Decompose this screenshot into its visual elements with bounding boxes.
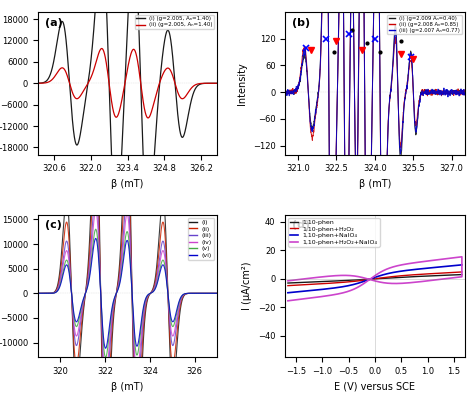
Line: 1,10-phen+H₂O₂+NaIO₄: 1,10-phen+H₂O₂+NaIO₄ bbox=[288, 257, 462, 301]
1,10-phen+NaIO₄ bbox=[421, 266, 427, 271]
1,10-phen+H₂O₂+NaIO₄ bbox=[285, 299, 291, 303]
1,10-phen bbox=[303, 280, 309, 285]
Y-axis label: Intensity: Intensity bbox=[237, 62, 247, 105]
1,10-phen+H₂O₂+NaIO₄ bbox=[285, 278, 291, 283]
Line: 1,10-phen: 1,10-phen bbox=[288, 275, 462, 283]
1,10-phen+H₂O₂ bbox=[285, 283, 291, 288]
1,10-phen+NaIO₄ bbox=[303, 289, 309, 293]
1,10-phen+H₂O₂ bbox=[303, 282, 309, 287]
Legend: (i), (ii), (iii), (iv), (v), (vi): (i), (ii), (iii), (iv), (v), (vi) bbox=[188, 218, 214, 260]
Legend: (i) (g=2.009 Aₙ=0.40), (ii) (g=2.008 Aₙ=0.85), (iii) (g=2.007 Aₙ=0.77): (i) (g=2.009 Aₙ=0.40), (ii) (g=2.008 Aₙ=… bbox=[387, 15, 462, 34]
1,10-phen bbox=[285, 281, 291, 285]
1,10-phen+H₂O₂+NaIO₄ bbox=[359, 275, 365, 280]
X-axis label: E (V) versus SCE: E (V) versus SCE bbox=[334, 382, 415, 391]
1,10-phen bbox=[421, 274, 427, 279]
1,10-phen+NaIO₄ bbox=[362, 279, 367, 283]
Text: (d): (d) bbox=[292, 220, 310, 230]
1,10-phen+H₂O₂ bbox=[362, 278, 367, 283]
1,10-phen+NaIO₄ bbox=[459, 262, 465, 267]
1,10-phen+H₂O₂+NaIO₄ bbox=[303, 296, 309, 301]
1,10-phen+H₂O₂ bbox=[459, 270, 465, 274]
Text: (c): (c) bbox=[45, 220, 62, 230]
1,10-phen+H₂O₂ bbox=[356, 279, 361, 283]
1,10-phen+H₂O₂+NaIO₄ bbox=[295, 277, 301, 282]
1,10-phen+NaIO₄ bbox=[285, 290, 291, 295]
X-axis label: β (mT): β (mT) bbox=[111, 382, 144, 391]
Legend: 1,10-phen, 1,10-phen+H₂O₂, 1,10-phen+NaIO₄, 1,10-phen+H₂O₂+NaIO₄: 1,10-phen, 1,10-phen+H₂O₂, 1,10-phen+NaI… bbox=[288, 218, 380, 247]
1,10-phen+NaIO₄ bbox=[356, 281, 361, 285]
1,10-phen+H₂O₂+NaIO₄ bbox=[455, 255, 460, 260]
1,10-phen+H₂O₂ bbox=[421, 272, 427, 277]
1,10-phen bbox=[362, 277, 367, 282]
Text: (a): (a) bbox=[45, 17, 63, 28]
1,10-phen bbox=[424, 274, 429, 278]
1,10-phen+H₂O₂+NaIO₄ bbox=[445, 256, 451, 261]
Text: (b): (b) bbox=[292, 17, 310, 28]
1,10-phen bbox=[459, 272, 465, 277]
1,10-phen+H₂O₂+NaIO₄ bbox=[295, 277, 301, 282]
Line: 1,10-phen+NaIO₄: 1,10-phen+NaIO₄ bbox=[288, 265, 462, 293]
Line: 1,10-phen+H₂O₂: 1,10-phen+H₂O₂ bbox=[288, 272, 462, 286]
X-axis label: β (mT): β (mT) bbox=[111, 179, 144, 189]
Legend: (i) (g=2.005, Aₙ=1.40), (ii) (g=2.005, Aₙ=1.40): (i) (g=2.005, Aₙ=1.40), (ii) (g=2.005, A… bbox=[135, 15, 214, 29]
X-axis label: β (mT): β (mT) bbox=[359, 179, 391, 189]
1,10-phen bbox=[404, 275, 410, 279]
1,10-phen+H₂O₂+NaIO₄ bbox=[459, 254, 465, 259]
1,10-phen bbox=[356, 278, 361, 282]
1,10-phen+H₂O₂ bbox=[404, 273, 410, 278]
1,10-phen+NaIO₄ bbox=[424, 266, 429, 271]
Y-axis label: I (μA/cm²): I (μA/cm²) bbox=[243, 262, 253, 310]
1,10-phen+H₂O₂ bbox=[424, 272, 429, 276]
1,10-phen+NaIO₄ bbox=[404, 268, 410, 273]
